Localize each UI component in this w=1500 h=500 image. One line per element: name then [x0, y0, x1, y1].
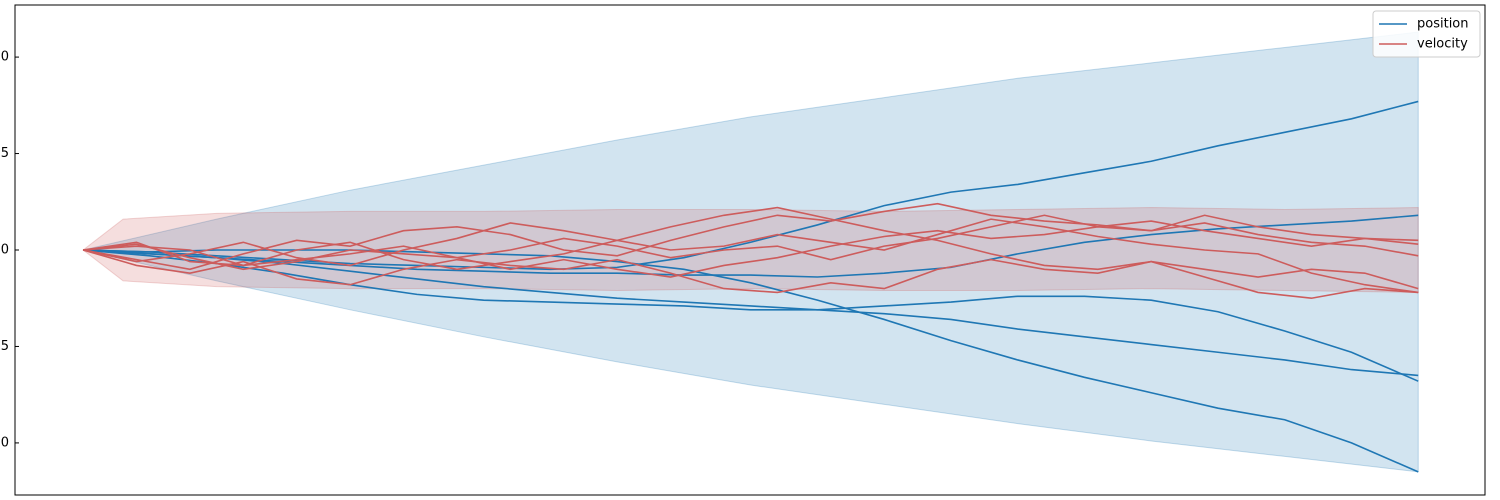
series-line: [83, 249, 1419, 473]
legend-label: velocity: [1417, 37, 1468, 52]
y-tick-label: 1.0: [0, 50, 9, 65]
series-line: [83, 100, 1419, 271]
plot-frame: [14, 4, 1486, 496]
plot-area: [82, 31, 1419, 473]
legend-label: position: [1417, 17, 1469, 32]
y-tick-label: -0.5: [0, 339, 9, 354]
y-tick-label: 0.0: [0, 243, 9, 258]
legend-box: [1372, 10, 1481, 58]
series-line: [83, 249, 1419, 377]
series-line: [82, 218, 1419, 294]
series-line: [83, 214, 1419, 278]
band: [82, 31, 1419, 473]
y-tick-label: -1.0: [0, 435, 9, 450]
series-line: [82, 249, 1419, 300]
y-tick-label: 0.5: [0, 146, 9, 161]
series-line: [83, 249, 1419, 382]
series-line: [82, 202, 1419, 271]
series-line: [83, 214, 1419, 271]
